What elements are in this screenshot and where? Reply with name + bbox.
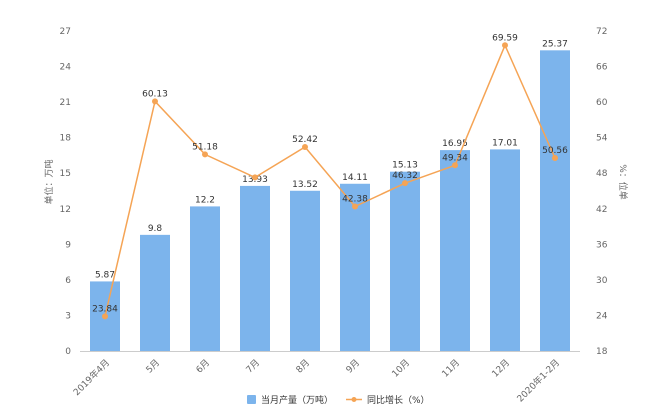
bar-value-label: 13.52 bbox=[292, 180, 318, 190]
y-right-tick-label: 36 bbox=[596, 240, 608, 250]
y-right-tick-label: 72 bbox=[596, 27, 607, 37]
x-tick-label: 8月 bbox=[294, 357, 312, 375]
y-right-tick-label: 24 bbox=[596, 311, 608, 321]
line-point[interactable] bbox=[502, 42, 508, 49]
bar[interactable] bbox=[440, 150, 470, 351]
x-tick-label: 2020年1-2月 bbox=[514, 357, 562, 405]
line-point[interactable] bbox=[402, 180, 408, 187]
y-right-tick-label: 60 bbox=[596, 98, 608, 108]
line-point[interactable] bbox=[252, 174, 258, 181]
x-tick-label: 5月 bbox=[144, 357, 162, 375]
y-axis-left-title: 单位：万吨 bbox=[43, 159, 55, 204]
y-right-tick-label: 54 bbox=[596, 134, 608, 144]
x-tick-label: 2019年4月 bbox=[71, 357, 112, 398]
line-value-label: 23.84 bbox=[92, 304, 118, 314]
legend-line-label: 同比增长（%） bbox=[367, 394, 430, 406]
y-left-tick-label: 18 bbox=[60, 134, 72, 144]
growth-rate-line bbox=[104, 43, 556, 317]
x-tick-label: 6月 bbox=[194, 357, 212, 375]
line-point[interactable] bbox=[202, 151, 208, 158]
line-point[interactable] bbox=[552, 155, 558, 162]
bar-value-label: 17.01 bbox=[492, 138, 518, 148]
legend-bar-swatch bbox=[247, 395, 256, 404]
bar[interactable] bbox=[240, 185, 270, 351]
x-tick-label: 10月 bbox=[390, 357, 412, 379]
line-point[interactable] bbox=[152, 98, 158, 105]
line-point[interactable] bbox=[302, 144, 308, 151]
bar-value-label: 12.2 bbox=[195, 195, 215, 205]
y-left-tick-label: 27 bbox=[60, 27, 71, 37]
y-right-tick-label: 30 bbox=[596, 276, 608, 286]
line-point[interactable] bbox=[352, 203, 358, 210]
y-right-tick-label: 66 bbox=[596, 63, 608, 73]
line-value-label: 69.59 bbox=[492, 33, 518, 43]
y-left-tick-label: 12 bbox=[60, 205, 71, 215]
y-left-tick-label: 6 bbox=[65, 276, 71, 286]
y-left-tick-label: 21 bbox=[60, 98, 71, 108]
legend: 当月产量（万吨） 同比增长（%） bbox=[247, 394, 430, 406]
x-tick-label: 11月 bbox=[440, 357, 462, 379]
bar-value-label: 25.37 bbox=[542, 39, 568, 49]
bar-value-label: 16.95 bbox=[442, 139, 468, 149]
line-value-label: 52.42 bbox=[292, 135, 318, 145]
line-point[interactable] bbox=[102, 313, 108, 320]
y-right-tick-label: 42 bbox=[596, 205, 607, 215]
line-value-label: 46.32 bbox=[392, 171, 418, 181]
x-tick-label: 12月 bbox=[490, 357, 512, 379]
line-value-label: 50.56 bbox=[542, 146, 568, 156]
y-left-tick-label: 3 bbox=[65, 311, 71, 321]
x-tick-label: 7月 bbox=[244, 357, 262, 375]
bar[interactable] bbox=[490, 149, 520, 351]
line-value-label: 42.38 bbox=[342, 195, 368, 205]
bar[interactable] bbox=[140, 234, 170, 351]
y-left-tick-label: 15 bbox=[60, 169, 71, 179]
line-value-label: 51.18 bbox=[192, 142, 218, 152]
y-left-tick-label: 9 bbox=[65, 240, 71, 250]
y-right-tick-label: 18 bbox=[596, 347, 608, 357]
line-value-label: 49.34 bbox=[442, 153, 468, 163]
bar[interactable] bbox=[190, 206, 220, 351]
y-left-tick-label: 0 bbox=[65, 347, 71, 357]
x-tick-label: 9月 bbox=[344, 357, 362, 375]
bar[interactable] bbox=[390, 171, 420, 351]
legend-bar-label: 当月产量（万吨） bbox=[261, 394, 333, 406]
y-left-tick-label: 24 bbox=[60, 63, 72, 73]
bar[interactable] bbox=[340, 183, 370, 351]
bar-value-label: 14.11 bbox=[342, 173, 368, 183]
bar-value-label: 9.8 bbox=[148, 224, 163, 234]
line-point[interactable] bbox=[452, 162, 458, 169]
bar[interactable] bbox=[290, 190, 320, 351]
legend-line-dot bbox=[351, 397, 357, 402]
legend-item-bar[interactable]: 当月产量（万吨） bbox=[247, 394, 333, 406]
legend-item-line[interactable]: 同比增长（%） bbox=[346, 394, 430, 406]
bar-value-label: 5.87 bbox=[95, 270, 115, 280]
y-axis-right-title: %：位单 bbox=[617, 164, 629, 200]
bar-value-label: 15.13 bbox=[392, 161, 418, 171]
y-right-tick-label: 48 bbox=[596, 169, 608, 179]
bar[interactable] bbox=[540, 50, 570, 352]
line-value-label: 60.13 bbox=[142, 89, 168, 99]
